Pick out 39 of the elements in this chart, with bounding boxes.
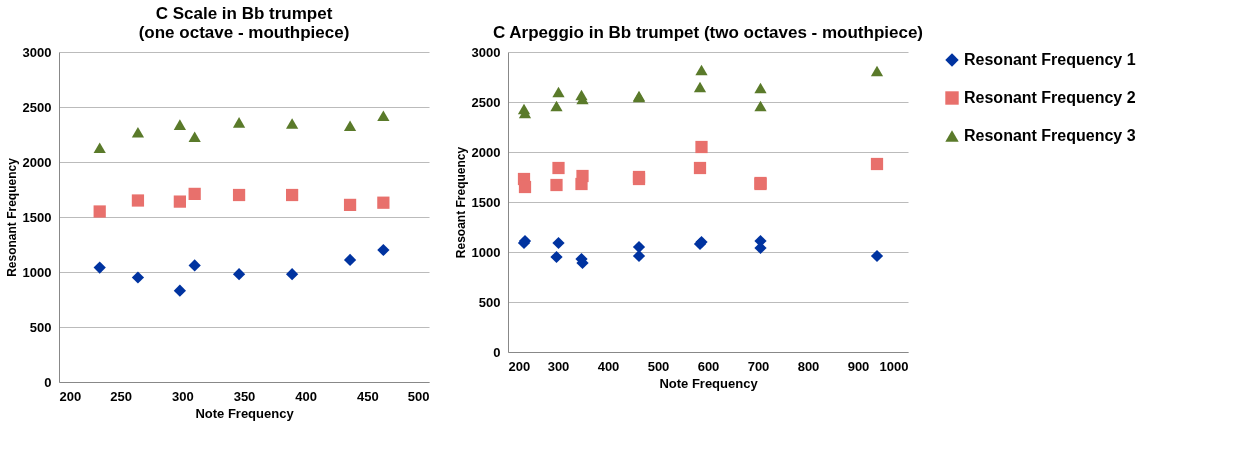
y-tick-label: 2500	[471, 94, 501, 110]
x-tick-label: 300	[171, 388, 194, 404]
y-tick-label: 2000	[22, 154, 52, 170]
x-axis-title: Note Frequency	[195, 405, 295, 421]
x-tick-label: 400	[597, 358, 620, 374]
y-tick-label: 500	[478, 294, 501, 310]
x-tick-label: 300	[547, 358, 570, 374]
y-tick-label: 1000	[471, 244, 501, 260]
y-tick-label: 0	[493, 344, 501, 360]
y-tick-label: 1500	[471, 194, 501, 210]
x-tick-label: 700	[747, 358, 770, 374]
x-tick-label: 600	[697, 358, 720, 374]
y-tick-label: 2500	[22, 99, 52, 115]
x-tick-label: 1000	[879, 358, 909, 374]
y-axis-title: Resonant Frequency	[4, 157, 19, 277]
x-tick-label: 500	[647, 358, 670, 374]
y-tick-label: 3000	[22, 44, 52, 60]
y-tick-label: 3000	[471, 44, 501, 60]
x-tick-label: 250	[110, 388, 133, 404]
y-axis-title: Resoant Frequency	[453, 146, 468, 259]
y-tick-label: 1000	[22, 264, 52, 280]
y-tick-label: 500	[29, 319, 52, 335]
x-tick-label: 200	[59, 388, 82, 404]
x-tick-label: 450	[356, 388, 379, 404]
chart-title: C Scale in Bb trumpet (one octave - mouthpiece)	[138, 4, 350, 42]
x-tick-label: 900	[847, 358, 870, 374]
chart-title: C Arpeggio in Bb trumpet (two octaves - mouthpiece)	[492, 23, 924, 42]
x-tick-label: 500	[407, 388, 430, 404]
x-axis-title: Note Frequency	[659, 375, 759, 391]
x-tick-label: 350	[233, 388, 256, 404]
x-tick-label: 400	[295, 388, 318, 404]
y-tick-label: 2000	[471, 144, 501, 160]
x-tick-label: 200	[508, 358, 531, 374]
legend-label: Resonant Frequency 3	[964, 127, 1136, 144]
x-tick-label: 800	[797, 358, 820, 374]
y-tick-label: 1500	[22, 209, 52, 225]
y-tick-label: 0	[44, 374, 52, 390]
legend-label: Resonant Frequency 2	[964, 89, 1136, 106]
legend-label: Resonant Frequency 1	[964, 51, 1136, 68]
